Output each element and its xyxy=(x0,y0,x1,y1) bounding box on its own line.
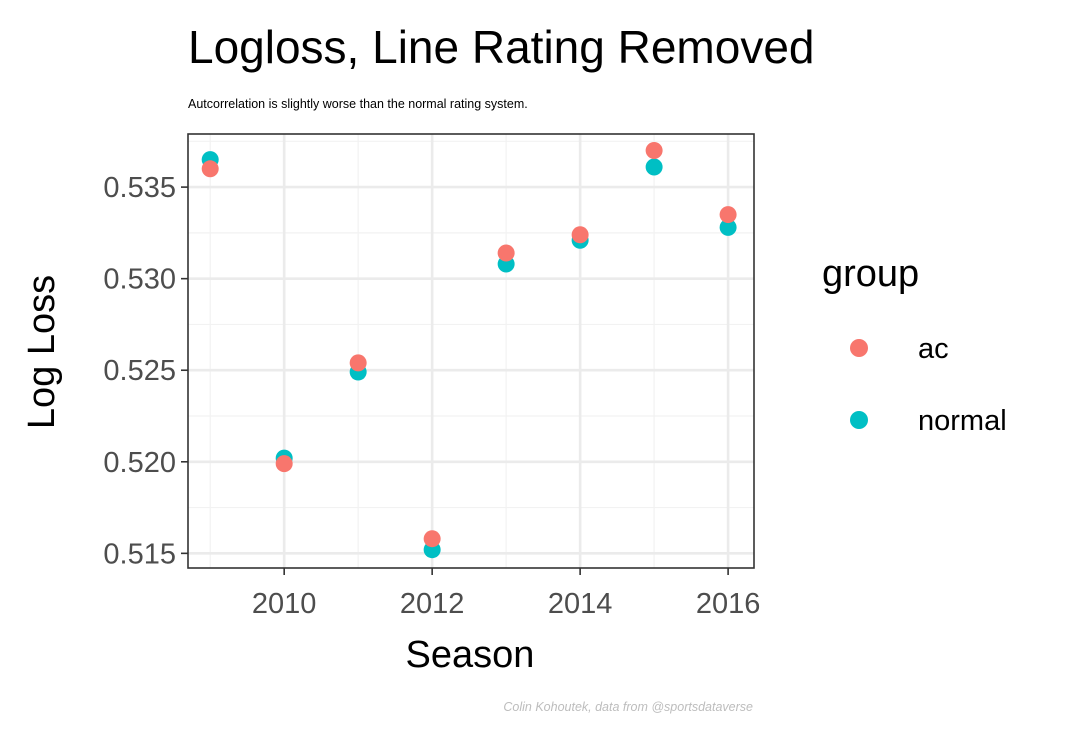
y-tick-label: 0.520 xyxy=(103,447,176,479)
legend: group ac normal xyxy=(822,253,1007,437)
legend-key-normal xyxy=(850,411,868,429)
point-normal-2015 xyxy=(645,158,663,176)
point-ac-2013 xyxy=(497,244,515,262)
x-tick-label: 2016 xyxy=(696,588,761,620)
x-axis-label: Season xyxy=(406,634,535,676)
legend-title: group xyxy=(822,253,919,295)
data-points xyxy=(201,141,737,559)
y-tick-label: 0.535 xyxy=(103,172,176,204)
legend-label-ac: ac xyxy=(918,333,949,365)
series-ac xyxy=(201,141,737,548)
x-tick-label: 2014 xyxy=(548,588,613,620)
axes: 2010 2012 2014 2016 0.515 0.520 0.525 0.530 0.53… xyxy=(103,133,761,620)
legend-label-normal: normal xyxy=(918,405,1007,437)
point-normal-2016 xyxy=(719,218,737,236)
plot-panel xyxy=(188,134,754,568)
panel-background xyxy=(188,134,754,568)
y-tick-label: 0.525 xyxy=(103,355,176,387)
point-ac-2010 xyxy=(275,455,293,473)
point-ac-2016 xyxy=(719,206,737,224)
chart-title: Logloss, Line Rating Removed xyxy=(188,21,814,73)
x-tick-label: 2012 xyxy=(400,588,465,620)
point-ac-2014 xyxy=(571,226,589,244)
y-axis-label: Log Loss xyxy=(21,275,63,429)
point-ac-2015 xyxy=(645,141,663,159)
chart-subtitle: Autcorrelation is slightly worse than th… xyxy=(188,97,528,111)
chart-caption: Colin Kohoutek, data from @sportsdataver… xyxy=(503,700,753,714)
point-ac-2011 xyxy=(349,354,367,372)
grid-lines xyxy=(188,134,754,568)
y-tick-label: 0.515 xyxy=(103,538,176,570)
point-ac-2012 xyxy=(423,530,441,548)
legend-key-ac xyxy=(850,339,868,357)
panel-border xyxy=(187,133,755,569)
y-tick-label: 0.530 xyxy=(103,264,176,296)
point-ac-2009 xyxy=(201,160,219,178)
x-tick-label: 2010 xyxy=(252,588,317,620)
